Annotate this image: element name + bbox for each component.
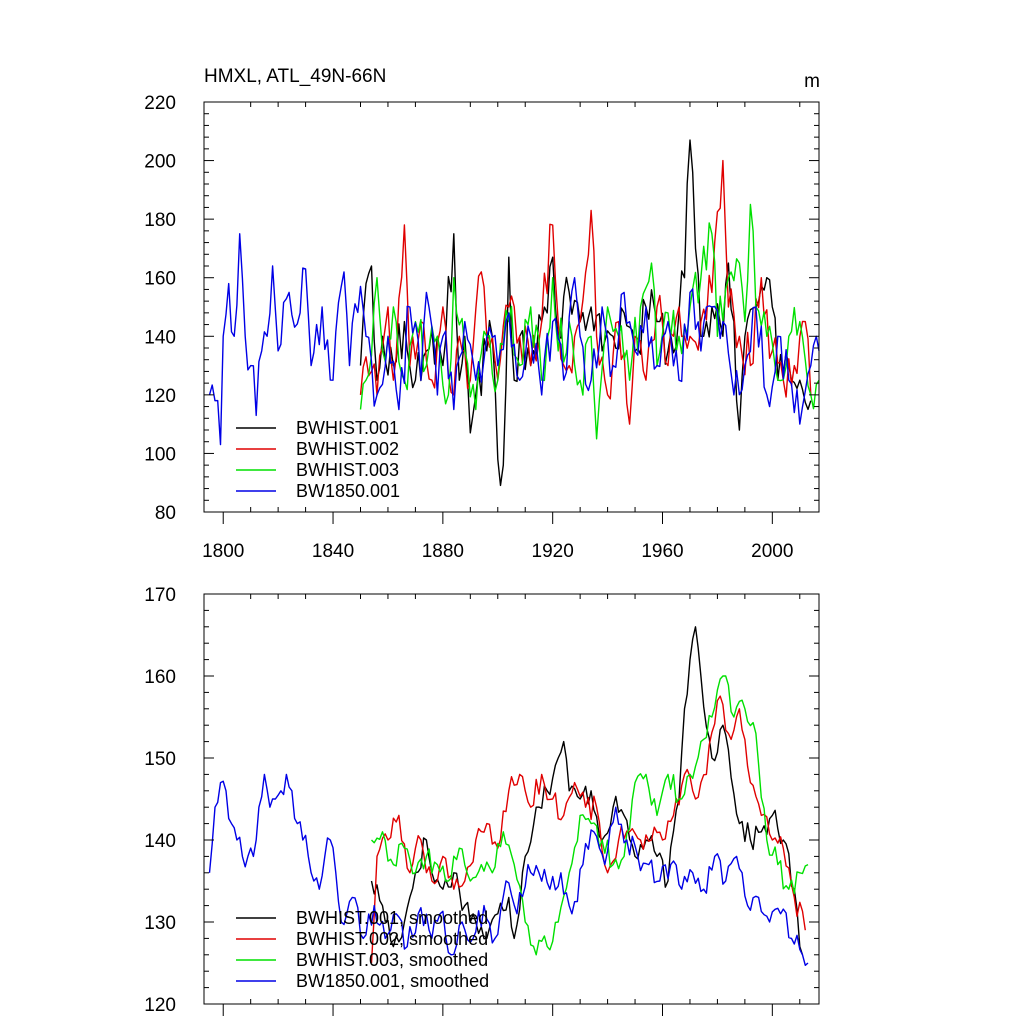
y-tick-label: 140 [144,831,176,852]
bottom-axis-ticks: 120 130 140 150 160 170 [144,585,819,1016]
y-tick-label: 100 [144,444,176,465]
legend-label-1: BWHIST.001, smoothed [296,908,488,928]
legend-label-4: BW1850.001 [296,481,400,501]
x-tick-label: 1880 [422,541,464,562]
panel-raw-timeseries: 80 100 120 140 160 180 200 220 1800 1840 1880 1920 1… [144,93,820,562]
chart-title: HMXL, ATL_49N-66N [204,66,386,87]
y-tick-label: 80 [155,503,176,524]
y-tick-label: 180 [144,210,176,231]
y-tick-label: 160 [144,269,176,290]
x-tick-label: 1840 [312,541,354,562]
y-tick-label: 130 [144,913,176,934]
top-series-group [208,139,820,487]
y-tick-label: 220 [144,93,176,114]
series-line-2 [370,695,806,964]
top-axis-ticks: 80 100 120 140 160 180 200 220 1800 1840 1880 1920 1… [144,93,819,562]
legend-label-1: BWHIST.001 [296,418,399,438]
x-tick-label: 1960 [641,541,683,562]
legend-label-3: BWHIST.003, smoothed [296,950,488,970]
x-tick-label: 1800 [202,541,244,562]
y-tick-label: 120 [144,386,176,407]
series-line-3 [359,203,820,440]
y-tick-label: 160 [144,667,176,688]
y-tick-label: 150 [144,749,176,770]
legend-label-2: BWHIST.002 [296,439,399,459]
top-plot-frame [203,101,820,513]
series-line-3 [371,675,809,956]
y-tick-label: 120 [144,995,176,1016]
y-tick-label: 200 [144,152,176,173]
legend-label-4: BW1850.001, smoothed [296,971,489,991]
series-line-4 [208,233,820,446]
y-tick-label: 140 [144,327,176,348]
bottom-plot-frame [203,593,820,1005]
legend-label-3: BWHIST.003 [296,460,399,480]
units-label: m [804,71,820,92]
series-line-1 [359,139,812,487]
legend-label-2: BWHIST.002, smoothed [296,929,488,949]
series-line-4 [208,773,809,966]
x-tick-label: 2000 [751,541,793,562]
series-line-1 [370,626,804,956]
y-tick-label: 170 [144,585,176,606]
bottom-series-group [208,626,809,966]
x-tick-label: 1920 [532,541,574,562]
